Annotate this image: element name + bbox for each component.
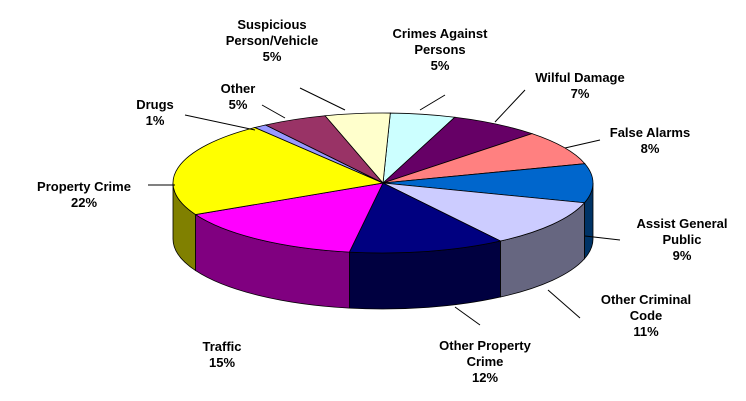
leader-line <box>564 139 601 149</box>
value-label: 5% <box>430 58 450 73</box>
slice <box>382 163 594 204</box>
slice <box>382 182 586 242</box>
value-label: 5% <box>262 49 282 64</box>
value-label: 22% <box>70 195 98 210</box>
value-label: 9% <box>672 248 692 263</box>
leader-line <box>261 104 286 119</box>
value-label: 1% <box>145 113 165 128</box>
slice <box>194 182 384 253</box>
leader-line <box>494 89 526 123</box>
leader-line <box>419 94 446 111</box>
category-label: Wilful Damage <box>535 70 625 85</box>
slice-label: False Alarms 8% <box>590 125 710 157</box>
slice-label: Assist General Public 9% <box>628 216 736 264</box>
category-label: Other Criminal Code <box>600 292 692 323</box>
leader-line <box>454 306 481 326</box>
leader-line <box>584 235 621 241</box>
slice-label: Other Criminal Code 11% <box>591 292 701 340</box>
slice-label: Crimes Against Persons 5% <box>385 26 495 74</box>
category-label: Other Property Crime <box>439 338 531 369</box>
slice-label: Other Property Crime 12% <box>430 338 540 386</box>
category-label: Other <box>220 81 256 96</box>
slice-label: Other 5% <box>208 81 268 113</box>
slice-label: Wilful Damage 7% <box>515 70 645 102</box>
value-label: 7% <box>570 86 590 101</box>
slice-label: Suspicious Person/Vehicle 5% <box>217 17 327 65</box>
value-label: 5% <box>228 97 248 112</box>
value-label: 8% <box>640 141 660 156</box>
category-label: Property Crime <box>37 179 131 194</box>
category-label: Traffic <box>202 339 242 354</box>
slice-label: Property Crime 22% <box>24 179 144 211</box>
value-label: 12% <box>471 370 499 385</box>
category-label: Suspicious Person/Vehicle <box>225 17 319 48</box>
leader-line <box>184 114 256 131</box>
category-label: Assist General Public <box>636 216 728 247</box>
slice-label: Drugs 1% <box>125 97 185 129</box>
leader-line <box>299 87 346 111</box>
category-label: Drugs <box>136 97 174 112</box>
value-label: 15% <box>208 355 236 370</box>
leader-line <box>547 289 581 319</box>
slice <box>382 133 586 184</box>
category-label: False Alarms <box>609 125 691 140</box>
slice-label: Traffic 15% <box>182 339 262 371</box>
slice <box>324 112 391 184</box>
slice <box>348 182 502 254</box>
slice <box>172 127 385 215</box>
value-label: 11% <box>633 324 659 339</box>
category-label: Crimes Against Persons <box>392 26 488 57</box>
